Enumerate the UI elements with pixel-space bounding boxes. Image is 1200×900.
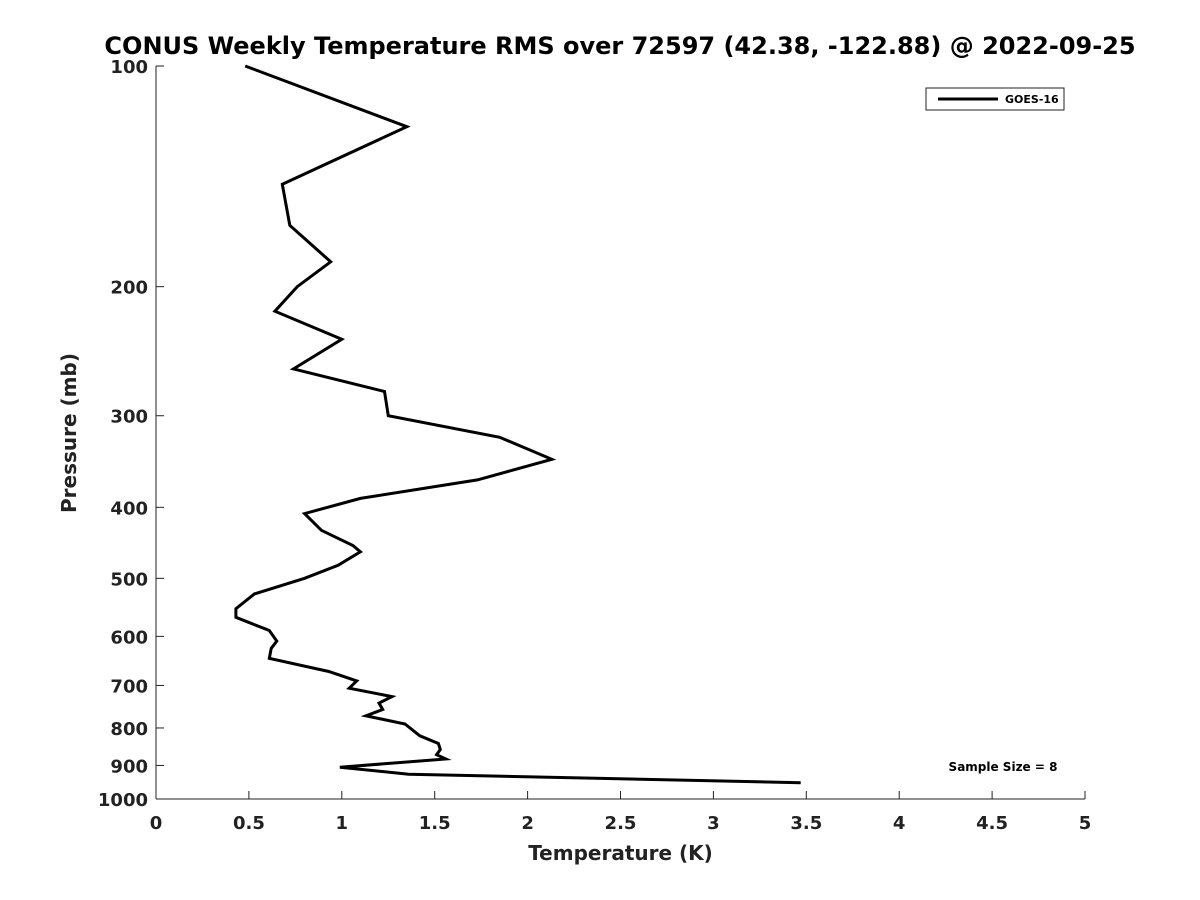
y-axis-label: Pressure (mb) xyxy=(57,353,81,513)
x-tick-label: 1 xyxy=(336,813,349,834)
x-tick-label: 2 xyxy=(521,813,534,834)
x-tick-label: 3 xyxy=(707,813,720,834)
x-tick-label: 4 xyxy=(893,813,906,834)
x-tick-label: 2.5 xyxy=(605,813,637,834)
x-tick-label: 0 xyxy=(150,813,163,834)
chart-title: CONUS Weekly Temperature RMS over 72597 … xyxy=(104,32,1135,60)
y-tick-label: 100 xyxy=(110,57,148,78)
legend-label: GOES-16 xyxy=(1005,93,1059,106)
x-tick-label: 1.5 xyxy=(419,813,451,834)
y-tick-label: 700 xyxy=(110,676,148,697)
x-tick-label: 0.5 xyxy=(233,813,265,834)
x-tick-label: 4.5 xyxy=(976,813,1008,834)
series-line-goes-16 xyxy=(234,64,801,785)
y-tick-label: 300 xyxy=(110,407,148,428)
y-tick-label: 600 xyxy=(110,627,148,648)
y-tick-label: 400 xyxy=(110,498,148,519)
y-tick-label: 200 xyxy=(110,278,148,299)
y-tick-label: 500 xyxy=(110,569,148,590)
y-tick-label: 900 xyxy=(110,756,148,777)
y-tick-label: 800 xyxy=(110,719,148,740)
x-axis-label: Temperature (K) xyxy=(528,841,713,865)
series-layer xyxy=(234,64,801,785)
x-tick-label: 5 xyxy=(1079,813,1092,834)
sample-size-annotation: Sample Size = 8 xyxy=(949,760,1058,774)
y-axis-ticks: 100 200 300 400 500 600 700 800 900 1000 xyxy=(98,57,164,811)
x-axis-ticks: 0 0.5 1 1.5 2 2.5 3 3.5 4 4.5 5 xyxy=(150,791,1092,834)
y-tick-label: 1000 xyxy=(98,790,148,811)
x-tick-label: 3.5 xyxy=(790,813,822,834)
legend: GOES-16 xyxy=(925,87,1065,111)
